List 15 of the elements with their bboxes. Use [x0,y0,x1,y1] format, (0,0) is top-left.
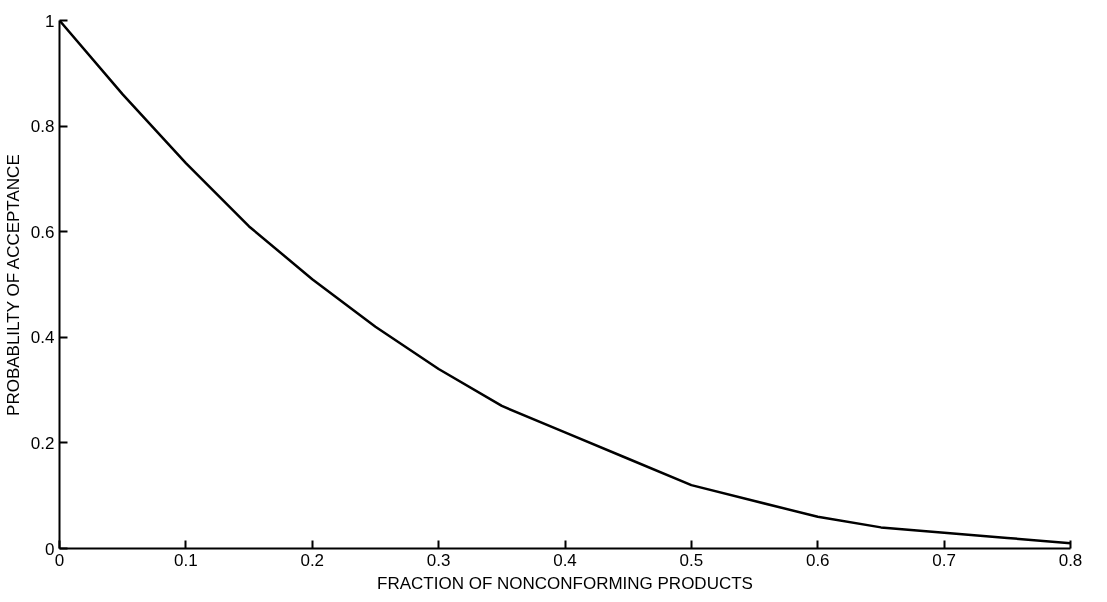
x-tick-label: 0.3 [426,550,451,570]
y-tick-label: 0.8 [30,117,55,137]
x-tick-label: 0.7 [932,550,956,570]
x-tick-label: 0.1 [174,550,198,570]
y-axis-title: PROBABLILTY OF ACCEPTANCE [3,154,23,416]
x-tick-label: 0.6 [805,550,830,570]
y-tick-label: 0.6 [30,222,55,242]
x-axis-title: FRACTION OF NONCONFORMING PRODUCTS [377,573,753,593]
x-tick-label: 0.4 [553,550,577,570]
y-tick-label: 0.4 [30,328,55,348]
x-tick-label: 0.8 [1058,550,1083,570]
y-tick-label: 1 [45,11,55,31]
y-tick-label: 0.2 [30,433,55,453]
x-tick-label: 0.2 [300,550,325,570]
x-tick-label: 0.5 [679,550,704,570]
